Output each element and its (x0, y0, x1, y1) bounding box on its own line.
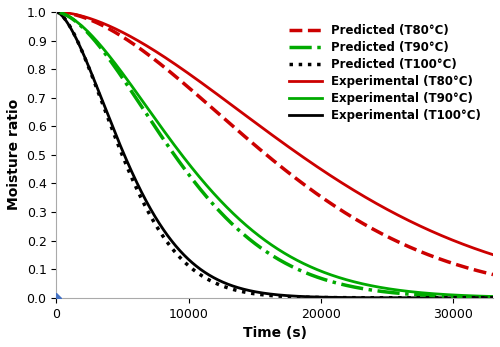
X-axis label: Time (s): Time (s) (242, 326, 306, 340)
Y-axis label: Moisture ratio: Moisture ratio (7, 99, 21, 211)
Legend: Predicted (T80°C), Predicted (T90°C), Predicted (T100°C), Experimental (T80°C), : Predicted (T80°C), Predicted (T90°C), Pr… (283, 18, 487, 128)
